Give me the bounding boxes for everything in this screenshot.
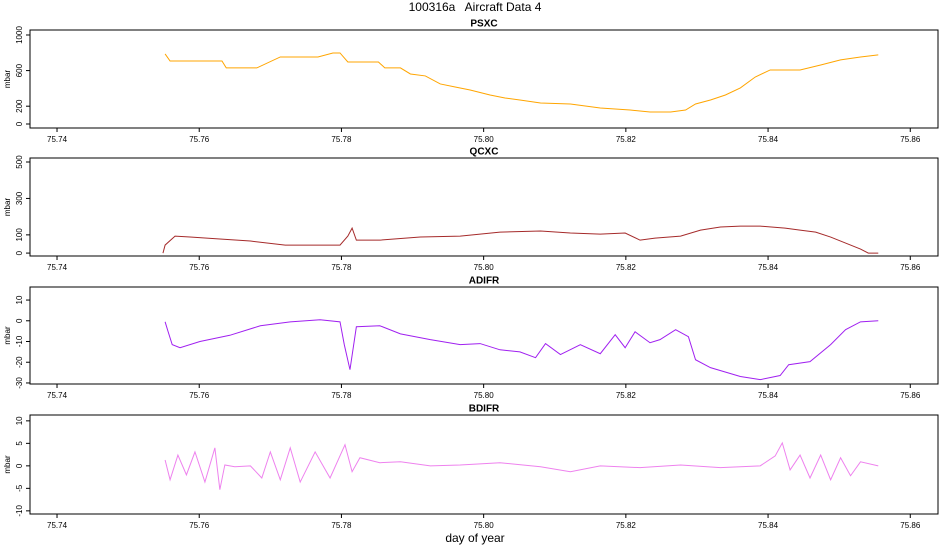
x-axis-label: day of year [445, 531, 504, 545]
x-tick-label: 75.86 [900, 135, 921, 144]
y-tick-label: -5 [15, 484, 24, 492]
panel: PSXC mbar 75.74 75.76 75.78 75.80 75.82 75.84 75… [3, 19, 939, 144]
y-tick-label: -10 [15, 505, 24, 517]
y-axis-label: mbar [3, 70, 12, 89]
y-axis-label: mbar [3, 326, 12, 345]
x-tick-label: 75.76 [189, 263, 210, 272]
x-tick-label: 75.84 [758, 521, 779, 530]
panel: ADIFR mbar 75.74 75.76 75.78 75.80 75.82 75.84 7… [3, 276, 939, 400]
data-line [162, 225, 879, 254]
plot-frame [29, 157, 939, 257]
panel: BDIFR mbar 75.74 75.76 75.78 75.80 75.82 75.84 7… [3, 404, 939, 530]
y-tick-label: 100 [15, 228, 24, 242]
panel-title: ADIFR [469, 276, 500, 287]
x-tick-label: 75.86 [900, 521, 921, 530]
y-tick-label: -20 [15, 356, 24, 368]
y-tick-label: 0 [15, 463, 24, 468]
x-tick-label: 75.74 [47, 391, 68, 400]
x-tick-label: 75.80 [474, 521, 495, 530]
x-tick-label: 75.82 [616, 521, 637, 530]
y-tick-label: 10 [15, 295, 24, 304]
x-tick-label: 75.74 [47, 135, 68, 144]
x-tick-label: 75.86 [900, 391, 921, 400]
x-tick-label: 75.80 [474, 391, 495, 400]
y-tick-label: -10 [15, 335, 24, 347]
y-tick-label: 1000 [15, 26, 24, 44]
data-line [164, 441, 879, 490]
x-tick-label: 75.76 [189, 391, 210, 400]
y-tick-label: -30 [15, 377, 24, 389]
plot-frame [29, 286, 939, 385]
panel: QCXC mbar 75.74 75.76 75.78 75.80 75.82 75.84 75… [3, 147, 939, 272]
panel-title: PSXC [470, 19, 497, 30]
panel-title: QCXC [470, 147, 499, 158]
y-tick-label: 0 [15, 318, 24, 323]
data-line [164, 52, 879, 113]
x-tick-label: 75.74 [47, 263, 68, 272]
x-tick-label: 75.86 [900, 263, 921, 272]
y-tick-label: 300 [15, 191, 24, 205]
x-tick-label: 75.76 [189, 135, 210, 144]
y-axis-label: mbar [3, 455, 12, 474]
y-tick-label: 10 [15, 416, 24, 425]
y-tick-label: 0 [15, 121, 24, 126]
page-title: 100316a Aircraft Data 4 [409, 0, 542, 14]
x-tick-label: 75.84 [758, 263, 779, 272]
x-tick-label: 75.82 [616, 391, 637, 400]
x-tick-label: 75.78 [331, 263, 352, 272]
x-tick-label: 75.78 [331, 135, 352, 144]
panel-title: BDIFR [469, 404, 500, 415]
x-tick-label: 75.84 [758, 135, 779, 144]
x-tick-label: 75.78 [331, 521, 352, 530]
y-tick-label: 200 [15, 99, 24, 113]
y-tick-label: 5 [15, 441, 24, 446]
x-tick-label: 75.78 [331, 391, 352, 400]
data-line [164, 319, 879, 381]
x-tick-label: 75.82 [616, 263, 637, 272]
y-axis-label: mbar [3, 198, 12, 217]
x-tick-label: 75.76 [189, 521, 210, 530]
x-tick-label: 75.80 [474, 135, 495, 144]
x-tick-label: 75.84 [758, 391, 779, 400]
x-tick-label: 75.80 [474, 263, 495, 272]
x-tick-label: 75.74 [47, 521, 68, 530]
y-tick-label: 500 [15, 155, 24, 169]
x-tick-label: 75.82 [616, 135, 637, 144]
plot-frame [29, 29, 939, 129]
y-tick-label: 600 [15, 63, 24, 77]
y-tick-label: 0 [15, 250, 24, 255]
